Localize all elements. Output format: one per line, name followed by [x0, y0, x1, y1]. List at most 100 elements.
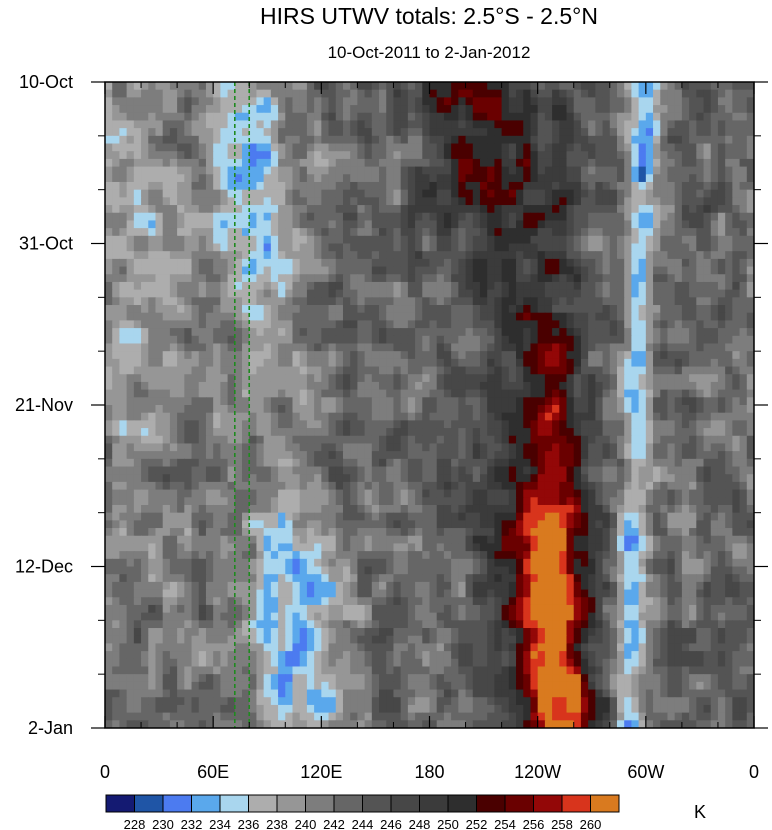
shade-cell: [732, 120, 741, 129]
shade-cell: [371, 220, 380, 229]
shade-cell: [465, 112, 474, 122]
shade-cell: [566, 189, 575, 198]
shade-cell: [465, 220, 474, 229]
shade-cell: [739, 389, 748, 398]
shade-cell: [725, 166, 733, 175]
shade-cell: [703, 405, 712, 414]
shade-cell: [660, 481, 669, 491]
shade-cell: [256, 366, 265, 375]
shade-cell: [559, 243, 568, 252]
shade-cell: [544, 351, 553, 360]
shade-cell: [530, 212, 539, 222]
shade-cell: [552, 328, 560, 337]
shade-cell: [213, 258, 221, 268]
shade-cell: [689, 374, 697, 383]
shade-cell: [717, 105, 726, 114]
shade-cell: [119, 289, 128, 298]
shade-cell: [371, 197, 380, 206]
shade-cell: [739, 489, 748, 498]
shade-cell: [249, 397, 258, 406]
shade-cell: [436, 243, 445, 252]
shade-cell: [465, 381, 474, 391]
shade-cell: [133, 497, 142, 506]
shade-cell: [631, 305, 640, 314]
shade-cell: [559, 343, 568, 352]
shade-cell: [465, 197, 474, 206]
shade-cell: [588, 458, 596, 468]
shade-cell: [162, 97, 171, 106]
shade-cell: [393, 405, 402, 414]
shade-cell: [306, 82, 315, 91]
shade-cell: [112, 451, 121, 460]
shade-cell: [379, 366, 387, 375]
shade-cell: [465, 389, 474, 398]
shade-cell: [177, 97, 185, 106]
shade-cell: [681, 205, 690, 214]
shade-cell: [299, 481, 308, 491]
shade-cell: [487, 412, 495, 421]
shade-cell: [292, 305, 301, 314]
shade-cell: [523, 297, 532, 306]
shade-cell: [422, 220, 431, 229]
shade-cell: [364, 135, 373, 145]
shade-cell: [516, 335, 524, 345]
shade-cell: [148, 112, 157, 122]
shade-cell: [133, 297, 142, 306]
shade-cell: [407, 166, 416, 175]
shade-cell: [638, 97, 647, 106]
shade-cell: [429, 405, 438, 414]
shade-cell: [472, 435, 481, 445]
shade-cell: [198, 351, 207, 360]
shade-cell: [739, 328, 748, 337]
shade-cell: [501, 212, 510, 222]
shade-cell: [227, 105, 236, 114]
shade-cell: [155, 451, 164, 460]
shade-cell: [739, 228, 748, 237]
shade-cell: [364, 82, 373, 91]
shade-cell: [552, 181, 560, 191]
shade-cell: [552, 189, 560, 198]
shade-cell: [191, 258, 200, 268]
shade-cell: [162, 504, 171, 514]
shade-cell: [263, 481, 272, 491]
shade-cell: [451, 97, 459, 106]
shade-cell: [681, 320, 690, 329]
shade-cell: [227, 166, 236, 175]
shade-cell: [537, 189, 546, 198]
shade-cell: [638, 212, 647, 222]
shade-cell: [566, 374, 575, 383]
shade-cell: [169, 412, 178, 421]
shade-cell: [588, 128, 596, 137]
shade-cell: [443, 451, 452, 460]
shade-cell: [321, 435, 330, 445]
shade-cell: [580, 451, 589, 460]
shade-cell: [681, 335, 690, 345]
shade-cell: [443, 343, 452, 352]
shade-cell: [263, 504, 272, 514]
shade-cell: [177, 374, 185, 383]
shade-cell: [710, 258, 719, 268]
shade-cell: [342, 82, 351, 91]
shade-cell: [458, 451, 467, 460]
shade-cell: [292, 174, 301, 183]
shade-cell: [112, 205, 121, 214]
shade-cell: [177, 281, 185, 291]
shade-cell: [148, 489, 157, 498]
shade-cell: [227, 266, 236, 275]
shade-cell: [566, 212, 575, 222]
shade-cell: [364, 389, 373, 398]
shade-cell: [242, 82, 250, 91]
shade-cell: [306, 112, 315, 122]
shade-cell: [443, 174, 452, 183]
shade-cell: [299, 389, 308, 398]
shade-cell: [191, 481, 200, 491]
shade-cell: [487, 128, 495, 137]
shade-cell: [285, 335, 294, 345]
shade-cell: [191, 135, 200, 145]
shade-cell: [263, 405, 272, 414]
shade-cell: [710, 89, 719, 98]
shade-cell: [169, 97, 178, 106]
shade-cell: [696, 166, 705, 175]
shade-cell: [559, 266, 568, 275]
shade-cell: [616, 82, 625, 91]
